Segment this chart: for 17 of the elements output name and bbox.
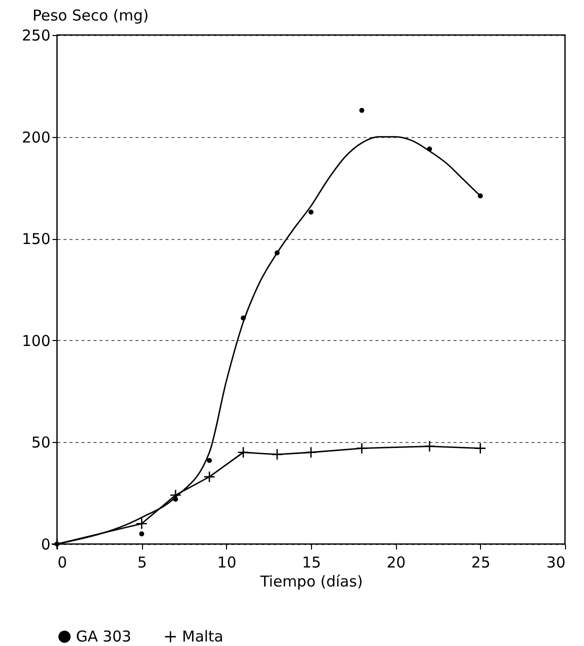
x-tick-label: 10 xyxy=(217,554,236,572)
y-tick-label: 200 xyxy=(22,128,50,146)
x-tick-label: 30 xyxy=(546,554,566,572)
y-tick-label: 150 xyxy=(22,230,50,248)
x-tick-label: 20 xyxy=(386,554,406,572)
x-tick-label: 0 xyxy=(58,554,68,572)
y-tick-label: 250 xyxy=(22,26,50,44)
x-tick-label: 25 xyxy=(471,554,490,572)
y-axis-title: Peso Seco (mg) xyxy=(32,6,149,24)
legend-label: GA 303 xyxy=(76,628,132,646)
x-tick-label: 15 xyxy=(302,554,322,572)
y-tick-label: 100 xyxy=(22,332,50,350)
x-axis-title: Tiempo (días) xyxy=(259,572,363,590)
y-tick-label: 50 xyxy=(31,434,50,452)
legend-label: Malta xyxy=(182,628,224,646)
y-tick-label: 0 xyxy=(40,536,50,554)
x-tick-label: 5 xyxy=(137,554,147,572)
